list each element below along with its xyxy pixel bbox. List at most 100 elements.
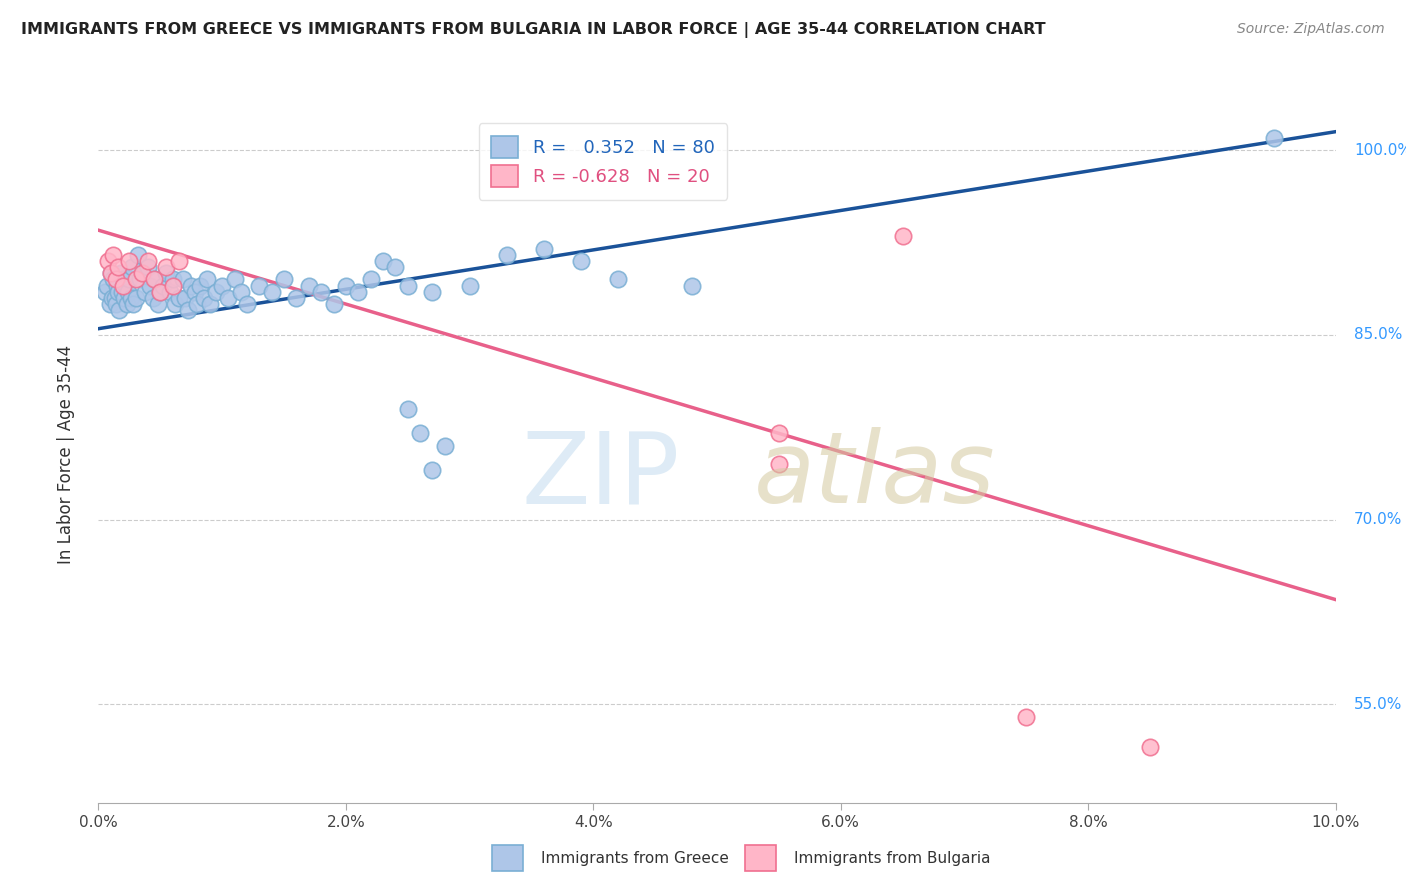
Point	[118, 254, 141, 268]
Legend: R =   0.352   N = 80, R = -0.628   N = 20: R = 0.352 N = 80, R = -0.628 N = 20	[478, 123, 727, 200]
Point	[205, 285, 228, 299]
Point	[495, 248, 517, 262]
Point	[1139, 740, 1161, 755]
Point	[149, 285, 172, 299]
Point	[533, 242, 555, 256]
Point	[104, 297, 127, 311]
Point	[136, 254, 159, 268]
Point	[681, 278, 703, 293]
Point	[120, 291, 142, 305]
Text: ZIP: ZIP	[522, 427, 681, 524]
Point	[396, 278, 419, 293]
Point	[115, 297, 138, 311]
Point	[143, 272, 166, 286]
Point	[111, 285, 134, 299]
Point	[152, 278, 174, 293]
Point	[768, 457, 790, 471]
Point	[360, 272, 382, 286]
Point	[103, 272, 125, 286]
Point	[131, 266, 153, 280]
Point	[98, 297, 121, 311]
Point	[143, 272, 166, 286]
Point	[118, 272, 141, 286]
Point	[112, 272, 135, 286]
Point	[569, 254, 592, 268]
Point	[768, 426, 790, 441]
Point	[176, 303, 198, 318]
Point	[167, 254, 190, 268]
Point	[155, 260, 177, 274]
Text: 70.0%: 70.0%	[1354, 512, 1402, 527]
Point	[134, 285, 156, 299]
Point	[260, 285, 283, 299]
Point	[110, 266, 132, 280]
Point	[396, 401, 419, 416]
Point	[298, 278, 321, 293]
Point	[136, 260, 159, 274]
Point	[101, 291, 124, 305]
Point	[458, 278, 481, 293]
Point	[167, 291, 190, 305]
Point	[211, 278, 233, 293]
Point	[117, 285, 139, 299]
Point	[172, 272, 194, 286]
Point	[180, 278, 202, 293]
Point	[186, 297, 208, 311]
Point	[112, 278, 135, 293]
Point	[184, 285, 207, 299]
Point	[124, 291, 146, 305]
Point	[193, 291, 215, 305]
Point	[103, 291, 125, 305]
Point	[409, 426, 432, 441]
Point	[149, 285, 172, 299]
Point	[104, 272, 127, 286]
Point	[127, 248, 149, 262]
Point	[103, 248, 125, 262]
Text: 55.0%: 55.0%	[1354, 697, 1402, 712]
Point	[112, 291, 135, 305]
Point	[96, 278, 118, 293]
Point	[107, 260, 129, 274]
Point	[309, 285, 332, 299]
Point	[100, 266, 122, 280]
Point	[107, 285, 129, 299]
Point	[139, 278, 162, 293]
Point	[121, 260, 143, 274]
Text: IMMIGRANTS FROM GREECE VS IMMIGRANTS FROM BULGARIA IN LABOR FORCE | AGE 35-44 CO: IMMIGRANTS FROM GREECE VS IMMIGRANTS FRO…	[21, 22, 1046, 38]
Point	[132, 266, 155, 280]
Point	[100, 266, 122, 280]
Point	[229, 285, 252, 299]
Text: Immigrants from Bulgaria: Immigrants from Bulgaria	[794, 851, 991, 865]
Point	[162, 278, 184, 293]
Text: Immigrants from Greece: Immigrants from Greece	[541, 851, 730, 865]
Point	[122, 297, 145, 311]
Point	[155, 266, 177, 280]
Point	[159, 285, 181, 299]
Point	[93, 285, 115, 299]
Text: Source: ZipAtlas.com: Source: ZipAtlas.com	[1237, 22, 1385, 37]
Point	[322, 297, 344, 311]
Point	[217, 291, 239, 305]
Point	[335, 278, 357, 293]
Point	[1263, 131, 1285, 145]
Point	[162, 272, 184, 286]
Point	[97, 254, 120, 268]
Point	[273, 272, 295, 286]
Point	[142, 291, 165, 305]
Point	[347, 285, 370, 299]
Point	[195, 272, 218, 286]
Point	[607, 272, 630, 286]
Point	[174, 291, 197, 305]
Point	[422, 285, 444, 299]
Point	[146, 297, 169, 311]
Text: atlas: atlas	[754, 427, 995, 524]
Point	[371, 254, 394, 268]
Point	[165, 297, 187, 311]
Y-axis label: In Labor Force | Age 35-44: In Labor Force | Age 35-44	[56, 345, 75, 565]
Text: 85.0%: 85.0%	[1354, 327, 1402, 343]
Point	[188, 278, 211, 293]
Point	[198, 297, 221, 311]
Point	[129, 272, 152, 286]
Text: 100.0%: 100.0%	[1354, 143, 1406, 158]
Point	[422, 463, 444, 477]
